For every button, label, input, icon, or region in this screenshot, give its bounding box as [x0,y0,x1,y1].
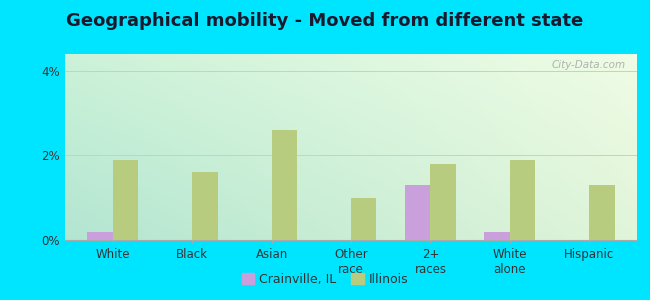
Text: Geographical mobility - Moved from different state: Geographical mobility - Moved from diffe… [66,12,584,30]
Bar [272,130,297,240]
Bar [484,232,510,240]
Bar [351,198,376,240]
Bar [510,160,536,240]
Text: City-Data.com: City-Data.com [551,60,625,70]
Bar [590,185,615,240]
Bar [430,164,456,240]
Bar [112,160,138,240]
Bar [192,172,218,240]
Bar [405,185,430,240]
Legend: Crainville, IL, Illinois: Crainville, IL, Illinois [237,268,413,291]
Bar [87,232,112,240]
